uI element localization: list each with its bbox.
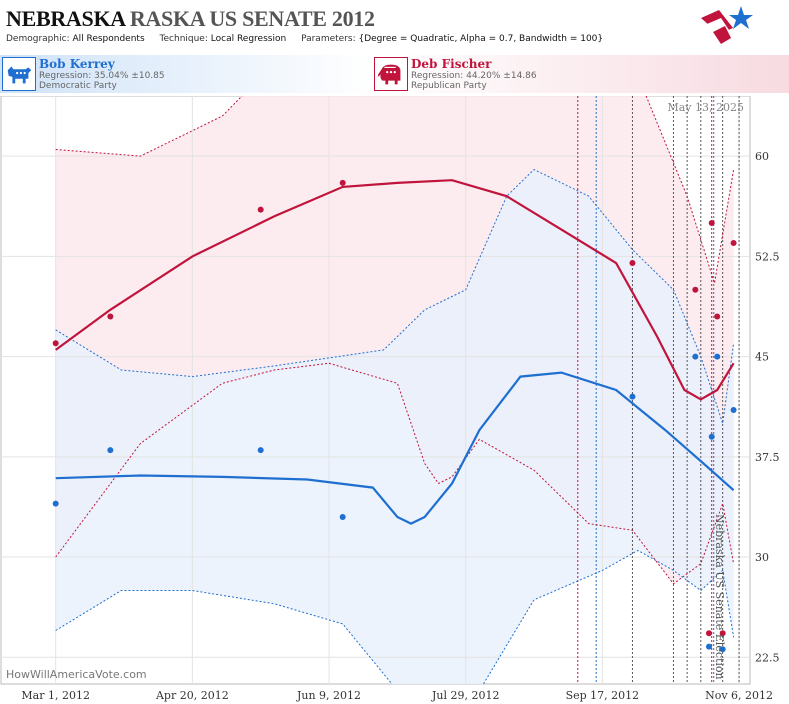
x-tick-label: Jul 29, 2012 [431, 689, 500, 702]
rep-confidence-bound [645, 96, 735, 284]
rep-poll-point [107, 313, 114, 320]
rep-trend-line [55, 179, 735, 401]
candidate-regression: Regression: 44.20% ±14.86 [411, 71, 537, 81]
rep-poll-point [705, 630, 712, 637]
candidate-name: Deb Fischer [411, 57, 492, 71]
dem-confidence-bound [55, 590, 393, 684]
rep-poll-point [730, 240, 737, 246]
candidate-name: Bob Kerrey [39, 57, 115, 71]
y-tick-label: 45 [755, 351, 769, 364]
candidate-regression: Regression: 35.04% ±10.85 [39, 71, 165, 81]
rep-poll-point [719, 630, 726, 637]
candidate-dem: Bob Kerrey Regression: 35.04% ±10.85 Dem… [0, 55, 372, 93]
elephant-icon [374, 57, 408, 91]
plot-layer [1, 96, 750, 684]
election-vertical-label: Nebraska US Senate Election [713, 514, 726, 680]
x-tick-label: Apr 20, 2012 [155, 689, 229, 702]
dem-poll-point [692, 353, 699, 360]
dem-poll-point [107, 447, 114, 454]
y-tick-label: 30 [755, 551, 769, 564]
x-tick-label: Jun 9, 2012 [296, 689, 361, 702]
demographic-label: Demographic: [6, 34, 70, 44]
dem-poll-point [719, 646, 726, 653]
x-tick-label: Mar 1, 2012 [21, 689, 90, 702]
title-state: NEBRASKA [6, 6, 125, 31]
rep-poll-point [692, 286, 699, 293]
candidate-party: Democratic Party [39, 81, 117, 91]
x-tick-label: Sep 17, 2012 [566, 689, 640, 702]
page-title: NEBRASKA RASKA US SENATE 2012 [6, 6, 375, 32]
y-tick-label: 22.5 [755, 651, 780, 664]
title-race: RASKA US SENATE 2012 [129, 6, 375, 31]
candidates-bar: Bob Kerrey Regression: 35.04% ±10.85 Dem… [0, 55, 789, 93]
rep-poll-point [52, 340, 59, 347]
y-tick-label: 52.5 [755, 250, 780, 263]
dem-trend-line [55, 371, 735, 525]
rep-poll-point [629, 260, 636, 267]
site-watermark: HowWillAmericaVote.com [6, 668, 147, 681]
dem-poll-point [708, 433, 715, 440]
parameters-line: Demographic: All Respondents Technique: … [6, 34, 615, 44]
rep-poll-point [708, 219, 715, 226]
chart-header: NEBRASKA RASKA US SENATE 2012 Demographi… [0, 0, 789, 52]
y-tick-label: 37.5 [755, 451, 780, 464]
parameters-label: Parameters: [301, 34, 356, 44]
date-stamp: May 13, 2025 [667, 101, 744, 114]
y-tick-label: 60 [755, 150, 769, 163]
parameters-value: {Degree = Quadratic, Alpha = 0.7, Bandwi… [358, 34, 604, 44]
rep-poll-point [257, 206, 264, 213]
dem-confidence-band [55, 169, 734, 684]
dem-confidence-bound [55, 168, 735, 424]
dem-poll-point [730, 407, 737, 414]
poll-chart: 22.5 30 37.5 45 52.5 60 Mar 1, 2012 Apr 20, 201… [0, 96, 780, 702]
dem-poll-point [339, 513, 346, 520]
dem-poll-point [714, 353, 721, 360]
candidate-rep: Deb Fischer Regression: 44.20% ±14.86 Re… [372, 55, 789, 93]
dem-poll-point [52, 500, 59, 507]
star-flag-logo-icon [701, 6, 753, 44]
rep-poll-point [714, 313, 721, 320]
technique-value: Local Regression [210, 34, 287, 44]
dem-poll-point [705, 643, 712, 650]
x-tick-label: Nov 6, 2012 [705, 689, 773, 702]
dem-poll-point [629, 393, 636, 400]
dem-poll-point [257, 447, 264, 454]
donkey-icon [2, 57, 36, 91]
dem-confidence-bound [482, 549, 735, 684]
candidate-party: Republican Party [411, 81, 487, 91]
rep-poll-point [339, 179, 346, 186]
demographic-value: All Respondents [72, 34, 145, 44]
technique-label: Technique: [159, 34, 208, 44]
